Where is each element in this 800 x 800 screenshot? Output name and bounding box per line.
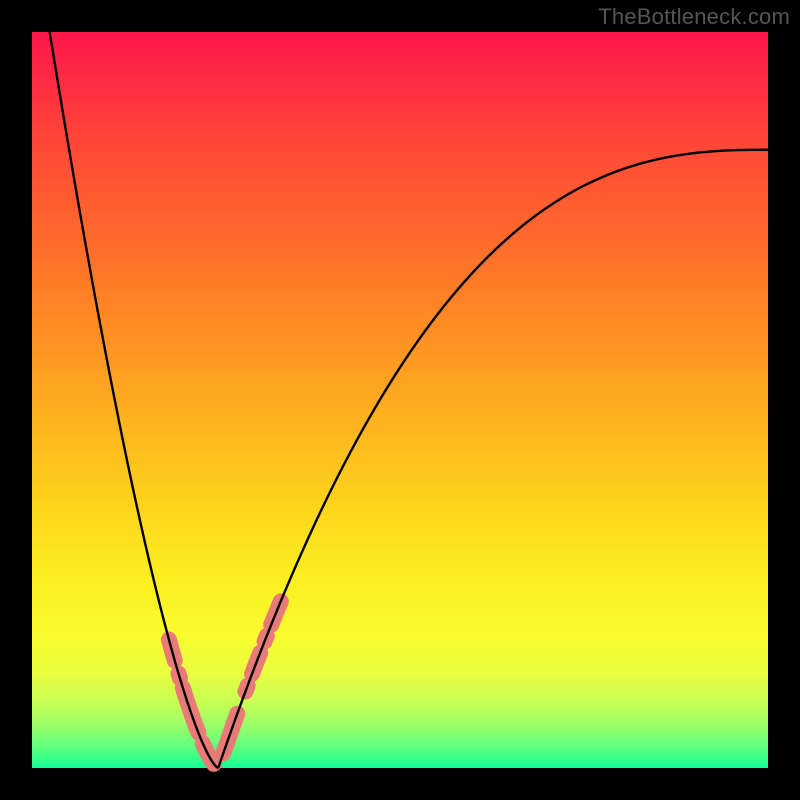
- plot-svg: [0, 0, 800, 800]
- plot-background: [32, 32, 768, 768]
- watermark-text: TheBottleneck.com: [598, 4, 790, 30]
- root: TheBottleneck.com: [0, 0, 800, 800]
